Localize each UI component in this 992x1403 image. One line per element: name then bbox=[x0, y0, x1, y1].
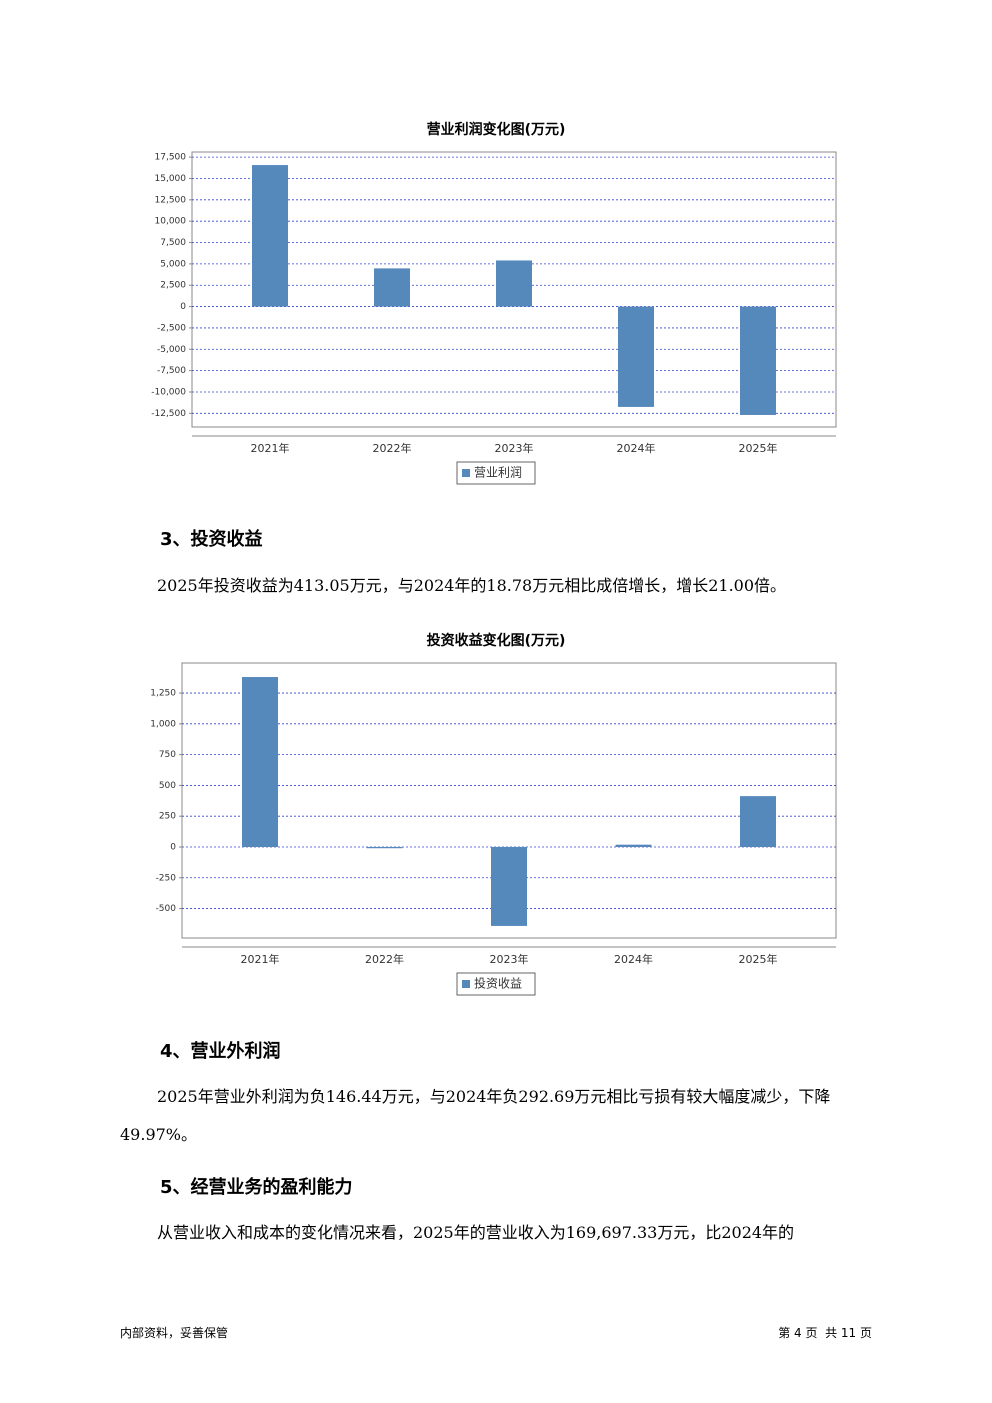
x-tick-label: 2025年 bbox=[739, 952, 778, 966]
x-tick-label: 2022年 bbox=[365, 952, 404, 966]
legend-box bbox=[456, 461, 536, 485]
chart-title: 营业利润变化图(万元) bbox=[427, 121, 566, 138]
bar bbox=[618, 306, 654, 407]
legend-label: 营业利润 bbox=[474, 466, 522, 480]
section-heading: 3、投资收益 bbox=[160, 529, 263, 550]
section-heading: 5、经营业务的盈利能力 bbox=[160, 1177, 353, 1198]
y-tick-label: 10,000 bbox=[155, 217, 187, 227]
x-tick-label: 2024年 bbox=[614, 952, 653, 966]
footer-left: 内部资料，妥善保管 bbox=[120, 1326, 229, 1340]
section-paragraph: 2025年投资收益为413.05万元，与2024年的18.78万元相比成倍增长，… bbox=[157, 576, 787, 595]
y-tick-label: -250 bbox=[156, 873, 177, 883]
legend-box bbox=[456, 972, 536, 996]
x-tick-label: 2023年 bbox=[490, 952, 529, 966]
y-tick-label: 2,500 bbox=[160, 281, 186, 291]
section-paragraph: 2025年营业外利润为负146.44万元，与2024年负292.69万元相比亏损… bbox=[120, 1087, 831, 1144]
bar bbox=[366, 846, 403, 849]
x-tick-label: 2025年 bbox=[739, 441, 778, 455]
bar bbox=[740, 306, 776, 415]
y-tick-label: 1,000 bbox=[150, 719, 176, 729]
x-tick-label: 2023年 bbox=[495, 441, 534, 455]
y-tick-label: -2,500 bbox=[157, 323, 186, 333]
x-tick-label: 2022年 bbox=[373, 441, 412, 455]
y-tick-label: -10,000 bbox=[151, 387, 186, 397]
x-tick-label: 2021年 bbox=[241, 952, 280, 966]
y-tick-label: 15,000 bbox=[155, 174, 187, 184]
y-tick-label: -7,500 bbox=[157, 366, 186, 376]
y-tick-label: 12,500 bbox=[155, 195, 187, 205]
bar bbox=[252, 165, 288, 307]
y-tick-label: 0 bbox=[170, 842, 176, 852]
y-tick-label: 17,500 bbox=[155, 153, 187, 163]
y-tick-label: 1,250 bbox=[150, 689, 176, 699]
bar bbox=[740, 796, 776, 847]
y-tick-label: 5,000 bbox=[160, 259, 186, 269]
y-tick-label: -12,500 bbox=[151, 409, 186, 419]
bar bbox=[496, 260, 532, 307]
chart-title: 投资收益变化图(万元) bbox=[427, 632, 566, 649]
legend-swatch bbox=[462, 469, 470, 477]
legend-swatch bbox=[462, 980, 470, 988]
y-tick-label: 750 bbox=[159, 750, 176, 760]
y-tick-label: 7,500 bbox=[160, 238, 186, 248]
bar bbox=[615, 844, 652, 847]
x-tick-label: 2024年 bbox=[617, 441, 656, 455]
y-tick-label: -5,000 bbox=[157, 345, 186, 355]
y-tick-label: -500 bbox=[156, 904, 177, 914]
section-heading: 4、营业外利润 bbox=[160, 1041, 281, 1062]
y-tick-label: 250 bbox=[159, 812, 176, 822]
legend-label: 投资收益 bbox=[474, 976, 522, 991]
section-paragraph: 从营业收入和成本的变化情况来看，2025年的营业收入为169,697.33万元，… bbox=[157, 1223, 795, 1242]
x-tick-label: 2021年 bbox=[251, 441, 290, 455]
bar bbox=[491, 846, 527, 926]
bar bbox=[242, 677, 278, 847]
footer-right: 第 4 页 共 11 页 bbox=[778, 1326, 872, 1340]
bar bbox=[374, 268, 410, 307]
y-tick-label: 0 bbox=[180, 302, 186, 312]
y-tick-label: 500 bbox=[159, 781, 176, 791]
